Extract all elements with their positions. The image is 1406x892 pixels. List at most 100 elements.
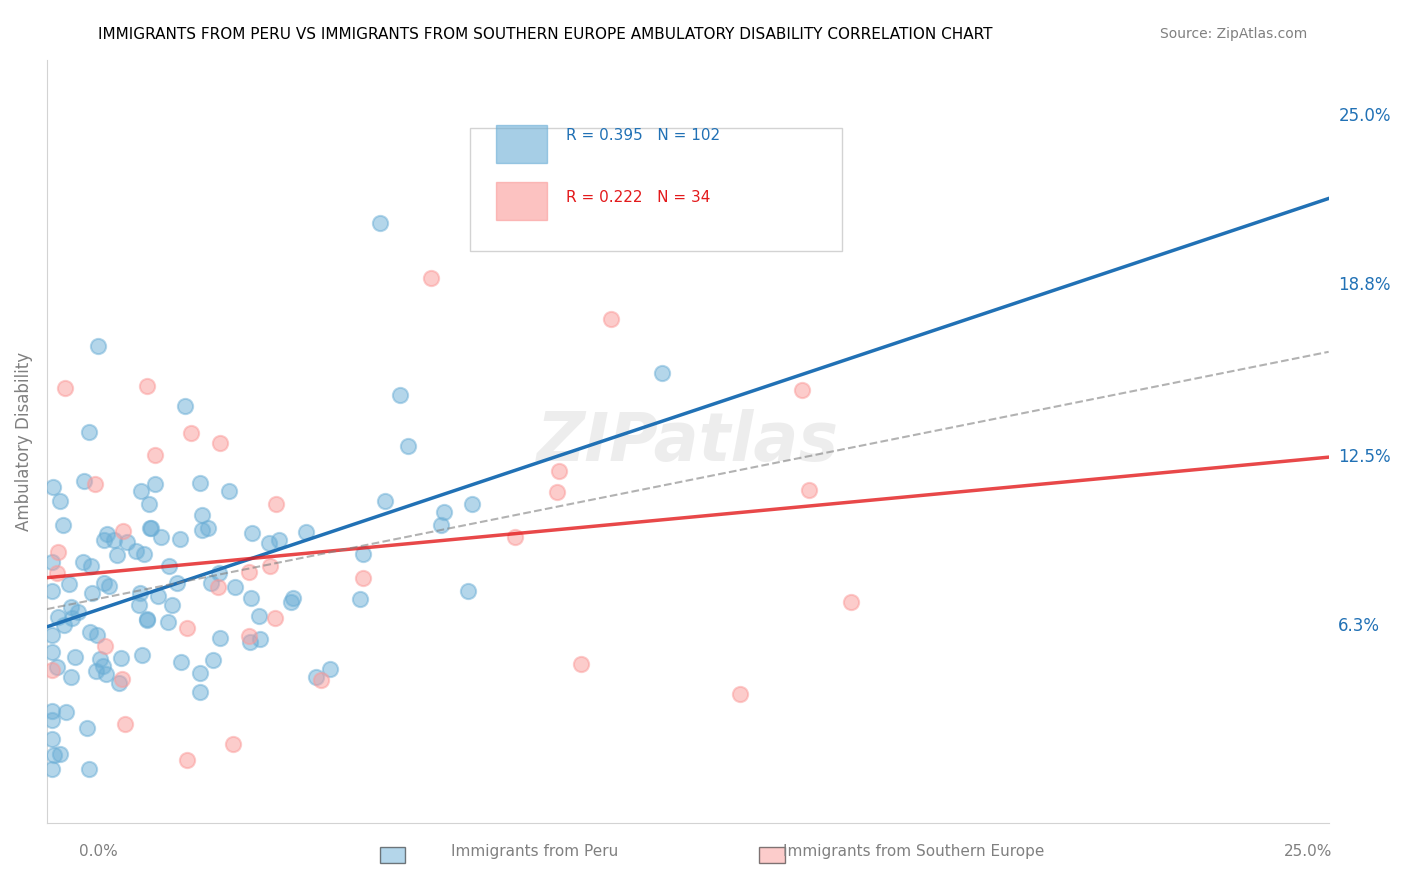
Point [132, 547, 155, 561]
FancyBboxPatch shape [495, 125, 547, 162]
Point [111, 672, 134, 686]
Point [797, 483, 820, 497]
Point [55, 705, 77, 719]
Point [150, 530, 173, 544]
Point [105, 548, 128, 562]
Point [259, 558, 281, 573]
Point [53, 618, 76, 632]
Point [46, 609, 69, 624]
Point [503, 530, 526, 544]
Point [460, 497, 482, 511]
Point [79, 624, 101, 639]
Point [76, 721, 98, 735]
Point [72, 556, 94, 570]
Point [96, 527, 118, 541]
Point [60, 670, 83, 684]
Y-axis label: Ambulatory Disability: Ambulatory Disability [15, 352, 32, 531]
Point [143, 448, 166, 462]
Point [281, 591, 304, 605]
Text: Immigrants from Southern Europe: Immigrants from Southern Europe [783, 845, 1045, 859]
Point [280, 595, 302, 609]
Point [207, 566, 229, 580]
Point [93, 575, 115, 590]
Point [374, 494, 396, 508]
Point [115, 534, 138, 549]
Text: 25.0%: 25.0% [1284, 845, 1331, 859]
Point [77, 762, 100, 776]
Point [160, 598, 183, 612]
Point [107, 675, 129, 690]
Point [207, 581, 229, 595]
Point [91, 659, 114, 673]
Point [157, 615, 180, 629]
Point [84, 477, 107, 491]
Point [176, 753, 198, 767]
Point [294, 525, 316, 540]
Point [239, 591, 262, 605]
Point [41, 762, 63, 776]
Text: ZIPatlas: ZIPatlas [537, 409, 839, 475]
Point [240, 525, 263, 540]
Point [188, 684, 211, 698]
Point [111, 524, 134, 538]
Point [146, 589, 169, 603]
Point [166, 576, 188, 591]
Point [41, 713, 63, 727]
Point [77, 425, 100, 439]
Point [129, 483, 152, 498]
Point [84, 665, 107, 679]
Point [305, 670, 328, 684]
Point [63, 650, 86, 665]
Point [52, 517, 75, 532]
Point [238, 629, 260, 643]
Point [136, 613, 159, 627]
Point [93, 533, 115, 547]
Point [197, 520, 219, 534]
Point [41, 663, 63, 677]
Point [257, 535, 280, 549]
Point [53, 382, 76, 396]
Point [200, 575, 222, 590]
Point [433, 505, 456, 519]
Text: Immigrants from Peru: Immigrants from Peru [451, 845, 617, 859]
Point [547, 464, 569, 478]
Point [208, 632, 231, 646]
Point [46, 545, 69, 559]
Point [80, 586, 103, 600]
Point [114, 716, 136, 731]
Point [49, 747, 72, 761]
Point [188, 476, 211, 491]
Point [42, 747, 65, 762]
Point [135, 612, 157, 626]
Point [73, 475, 96, 489]
FancyBboxPatch shape [470, 128, 842, 251]
Point [157, 558, 180, 573]
Text: R = 0.222   N = 34: R = 0.222 N = 34 [567, 190, 710, 204]
Point [67, 605, 90, 619]
Point [59, 599, 82, 614]
Text: IMMIGRANTS FROM PERU VS IMMIGRANTS FROM SOUTHERN EUROPE AMBULATORY DISABILITY CO: IMMIGRANTS FROM PERU VS IMMIGRANTS FROM … [98, 27, 993, 42]
Point [569, 657, 592, 672]
Point [143, 477, 166, 491]
Point [188, 666, 211, 681]
Point [170, 656, 193, 670]
Point [48, 494, 70, 508]
Point [599, 311, 621, 326]
Point [169, 532, 191, 546]
Point [176, 621, 198, 635]
Point [239, 635, 262, 649]
Point [41, 555, 63, 569]
Point [141, 521, 163, 535]
Point [41, 628, 63, 642]
Point [103, 533, 125, 547]
Point [58, 577, 80, 591]
Point [125, 544, 148, 558]
Point [388, 388, 411, 402]
Point [174, 399, 197, 413]
Point [430, 518, 453, 533]
Point [41, 584, 63, 599]
Point [218, 483, 240, 498]
Point [94, 639, 117, 653]
Point [98, 579, 121, 593]
Point [136, 379, 159, 393]
